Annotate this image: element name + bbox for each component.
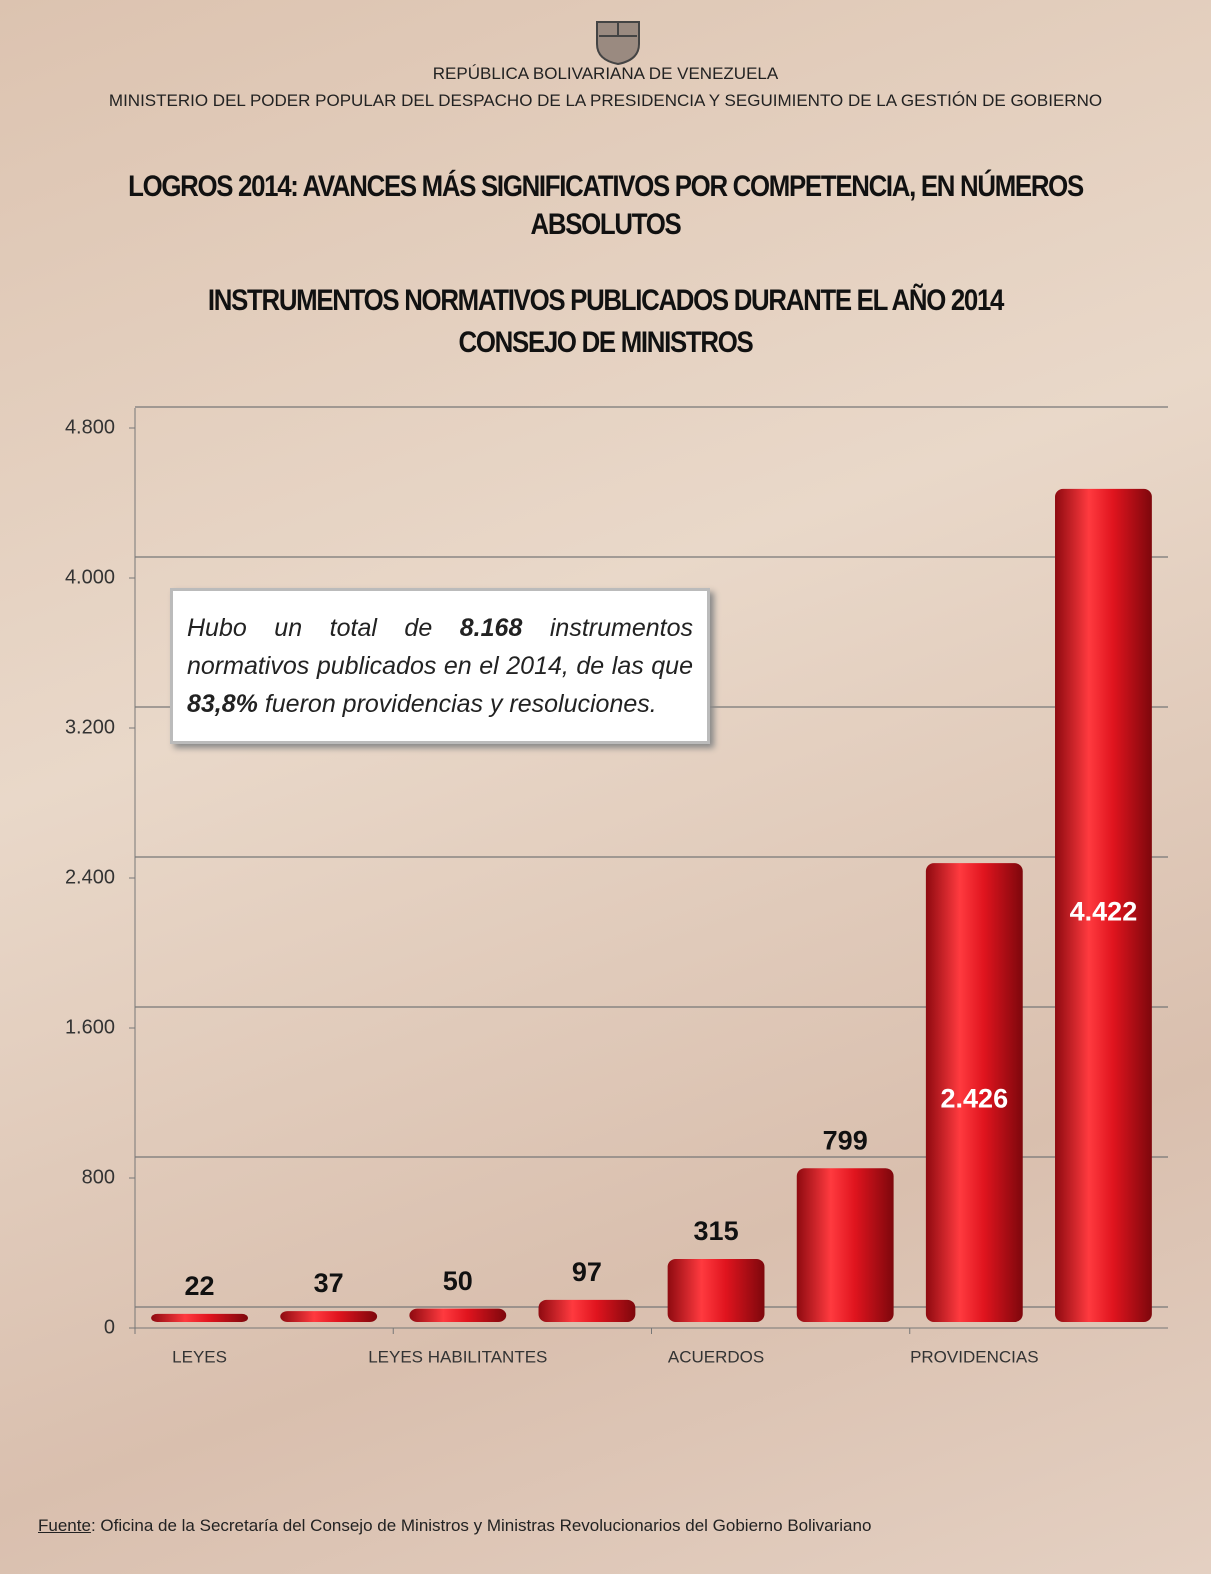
y-tick-label: 3.200: [65, 716, 115, 738]
source-label: Fuente: [38, 1516, 91, 1535]
annotation-total: 8.168: [459, 614, 523, 642]
value-label: 37: [314, 1268, 344, 1298]
chart-subtitle: CONSEJO DE MINISTROS: [458, 326, 754, 359]
value-label: 315: [694, 1216, 739, 1246]
x-tick-label: ACUERDOS: [668, 1347, 764, 1366]
x-tick-label: LEYES HABILITANTES: [368, 1347, 547, 1366]
y-tick-label: 1.600: [65, 1016, 115, 1038]
bar: [280, 1311, 378, 1322]
chart-title: LOGROS 2014: AVANCES MÁS SIGNIFICATIVOS …: [128, 170, 1084, 241]
bar: [409, 1308, 507, 1322]
annotation-text: fueron providencias y resoluciones.: [257, 690, 657, 718]
value-label: 799: [823, 1125, 868, 1155]
bar: [538, 1299, 636, 1322]
value-label: 50: [443, 1266, 473, 1296]
y-tick-label: 800: [82, 1166, 115, 1188]
x-tick-label: LEYES: [172, 1347, 227, 1366]
value-label: 97: [572, 1257, 602, 1287]
annotation-share: 83,8%: [187, 690, 258, 718]
annotation-text: instrumentos normativos publicados en el…: [187, 614, 693, 680]
annotation: Hubo un total de 8.168 instrumentos norm…: [170, 588, 710, 744]
bar: [1055, 488, 1152, 1322]
bar: [796, 1168, 894, 1322]
bar: [151, 1313, 248, 1322]
x-tick-label: PROVIDENCIAS: [910, 1347, 1038, 1366]
y-tick-label: 0: [104, 1316, 115, 1338]
bar: [925, 863, 1023, 1322]
country: REPÚBLICA BOLIVARIANA DE VENEZUELA: [432, 64, 779, 83]
source-text: : Oficina de la Secretaría del Consejo d…: [90, 1516, 872, 1535]
y-tick-label: 2.400: [65, 866, 115, 888]
value-label: 2.426: [941, 1084, 1009, 1114]
ministry: MINISTERIO DEL PODER POPULAR DEL DESPACH…: [108, 91, 1103, 110]
annotation-text: Hubo un total de: [187, 614, 460, 642]
source: Fuente: Oficina de la Secretaría del Con…: [38, 1516, 871, 1536]
emblem: [596, 21, 640, 66]
y-tick-label: 4.800: [65, 416, 115, 438]
y-tick-label: 4.000: [65, 566, 115, 588]
value-label: 4.422: [1070, 897, 1138, 927]
bar: [667, 1258, 765, 1322]
chart-subtitle: INSTRUMENTOS NORMATIVOS PUBLICADOS DURAN…: [207, 284, 1005, 317]
value-label: 22: [185, 1271, 215, 1301]
